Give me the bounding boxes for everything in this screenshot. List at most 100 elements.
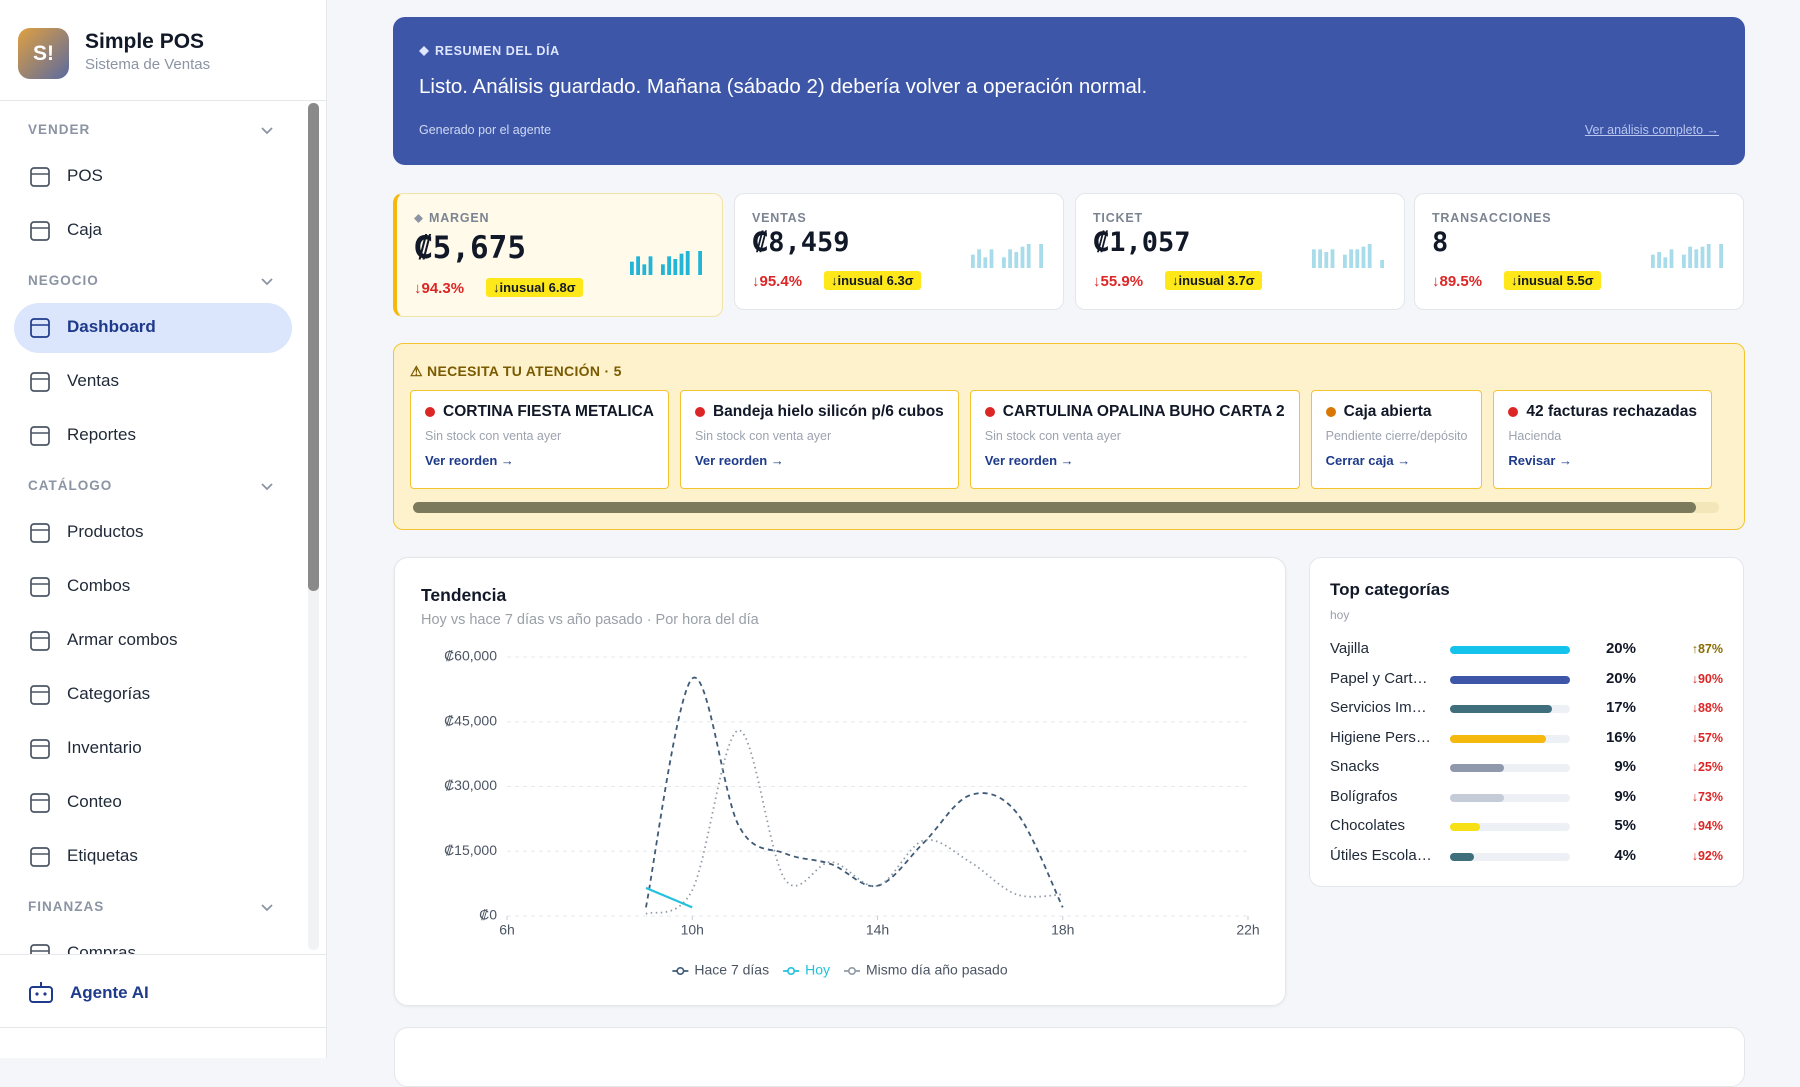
trend-title: Tendencia xyxy=(421,585,507,605)
spark-bar xyxy=(1663,257,1668,268)
nav-item[interactable]: Etiquetas xyxy=(67,846,138,865)
x-tick-label: 14h xyxy=(866,922,889,938)
kpi-change: ↓95.4% xyxy=(752,273,803,290)
bar xyxy=(1450,675,1570,684)
spark-bar xyxy=(648,256,653,275)
nav-icon xyxy=(30,523,50,543)
spark-bar xyxy=(1343,254,1347,268)
value-label: 20% xyxy=(1605,669,1636,687)
attention-item-action[interactable]: Ver reorden → xyxy=(984,453,1074,468)
summary-text: Listo. Análisis guardado. Mañana (sábado… xyxy=(419,75,1148,98)
chevron-path xyxy=(261,904,273,912)
spark-bar xyxy=(1312,249,1316,268)
status-dot xyxy=(1325,407,1336,417)
spark-bar xyxy=(630,261,634,275)
value-label: 20% xyxy=(1605,640,1636,657)
chevron xyxy=(261,904,273,912)
section-header: FINANZAS xyxy=(28,899,105,914)
status-dot xyxy=(984,407,995,417)
spark-bar xyxy=(1330,249,1335,268)
trend-line xyxy=(645,886,693,909)
chevron xyxy=(261,483,273,491)
attention-card[interactable]: Bandeja hielo silicón p/6 cubos Sin stock… xyxy=(679,390,959,489)
spark-bar xyxy=(1318,249,1322,268)
agent-link[interactable]: Agente AI xyxy=(70,983,149,1002)
kpi-value: ₡1,057 xyxy=(1093,227,1191,258)
spark-bar xyxy=(1682,254,1686,268)
category-name: Higiene Pers… xyxy=(1330,728,1431,746)
nav-item[interactable]: Reportes xyxy=(67,425,136,444)
attention-item-action[interactable]: Revisar → xyxy=(1508,453,1572,468)
bar-track xyxy=(1450,793,1570,802)
spark-bar xyxy=(1324,252,1329,268)
nav-icon xyxy=(30,944,50,954)
nav-icon xyxy=(30,793,50,813)
nav-icon xyxy=(30,426,50,446)
y-tick-label: ₡0 xyxy=(479,907,497,923)
chevron-path xyxy=(261,483,273,491)
section-header: VENDER xyxy=(28,122,91,137)
scroll-thumb xyxy=(308,103,319,591)
summary-footer: Generado por el agente xyxy=(419,123,552,137)
nav-item[interactable]: Combos xyxy=(67,576,131,595)
spark-bar xyxy=(1026,244,1031,268)
legend-swatch xyxy=(787,966,796,975)
attention-item-action[interactable]: Cerrar caja → xyxy=(1325,453,1411,468)
kpi-card: MARGEN ₡5,675 ↓94.3% ↓inusual 6.8σ xyxy=(393,193,723,317)
nav-item[interactable]: Caja xyxy=(67,220,102,239)
kpi-label: TRANSACCIONES xyxy=(1432,211,1552,225)
spark-bar xyxy=(1706,244,1711,268)
nav-icon-shape xyxy=(30,577,50,597)
y-tick-label: ₡45,000 xyxy=(444,712,497,728)
change-label: ↓25% xyxy=(1691,760,1723,774)
spark-bar xyxy=(1688,246,1692,268)
attention-card[interactable]: CARTULINA OPALINA BUHO CARTA 2 Sin stock … xyxy=(969,390,1300,489)
attention-card[interactable]: Caja abierta Pendiente cierre/depósito Cer… xyxy=(1310,390,1483,489)
summary-link[interactable]: Ver análisis completo → xyxy=(1584,123,1719,137)
nav-item[interactable]: Productos xyxy=(67,522,144,541)
nav-item[interactable]: Ventas xyxy=(67,371,119,390)
nav-item[interactable]: Armar combos xyxy=(67,630,178,649)
nav-item[interactable]: Inventario xyxy=(67,738,142,757)
scroll-thumb xyxy=(413,502,1696,513)
sparkline xyxy=(630,251,702,275)
nav-icon xyxy=(30,631,50,651)
nav-item[interactable]: Conteo xyxy=(67,792,122,811)
legend-label: Hoy xyxy=(805,962,830,978)
attention-head: Bandeja hielo silicón p/6 cubos xyxy=(694,403,944,421)
status-dot xyxy=(1508,407,1519,417)
category-name: Útiles Escola… xyxy=(1330,846,1432,864)
category-name: Servicios Im… xyxy=(1330,699,1427,716)
trend-line xyxy=(645,676,1064,908)
attention-title: ⚠ NECESITA TU ATENCIÓN · 5 xyxy=(410,363,622,379)
nav-item[interactable]: Dashboard xyxy=(67,317,156,336)
nav-item[interactable]: POS xyxy=(67,166,103,185)
attention-item-action[interactable]: Ver reorden → xyxy=(425,453,514,468)
spark-bar xyxy=(642,264,647,275)
kpi-label: VENTAS xyxy=(752,211,807,225)
attention-card[interactable]: CORTINA FIESTA METALICA Sin stock con ven… xyxy=(410,390,669,489)
spark-bar xyxy=(1008,249,1012,268)
x-tick-label: 10h xyxy=(681,922,704,938)
bar xyxy=(1450,793,1504,802)
kpi-label: TICKET xyxy=(1093,211,1143,225)
change-label: ↓92% xyxy=(1691,848,1723,863)
nav-icon xyxy=(30,221,50,241)
categories-card: Top categorías hoy Vajilla 20% ↑87% Papel y… xyxy=(1309,557,1744,887)
y-tick-label: ₡15,000 xyxy=(444,842,497,858)
attention-item-action[interactable]: Ver reorden → xyxy=(694,453,784,468)
attention-card[interactable]: 42 facturas rechazadas Hacienda Revisar → xyxy=(1493,390,1713,489)
attention-item-subtitle: Sin stock con venta ayer xyxy=(984,429,1121,443)
bar xyxy=(1450,764,1504,772)
nav-item[interactable]: Compras xyxy=(67,943,136,954)
spark-bar xyxy=(1657,252,1661,268)
attention-item-subtitle: Sin stock con venta ayer xyxy=(694,429,832,443)
nav-item[interactable]: Categorías xyxy=(67,684,151,703)
spark-bar xyxy=(1361,246,1366,268)
bar xyxy=(1450,823,1480,831)
attention-item-title: Bandeja hielo silicón p/6 cubos xyxy=(712,403,944,420)
value-label: 4% xyxy=(1614,846,1636,864)
kpi-change: ↓89.5% xyxy=(1432,273,1483,290)
nav-icon-shape xyxy=(30,631,50,651)
attention-item-title: CORTINA FIESTA METALICA xyxy=(443,403,654,420)
